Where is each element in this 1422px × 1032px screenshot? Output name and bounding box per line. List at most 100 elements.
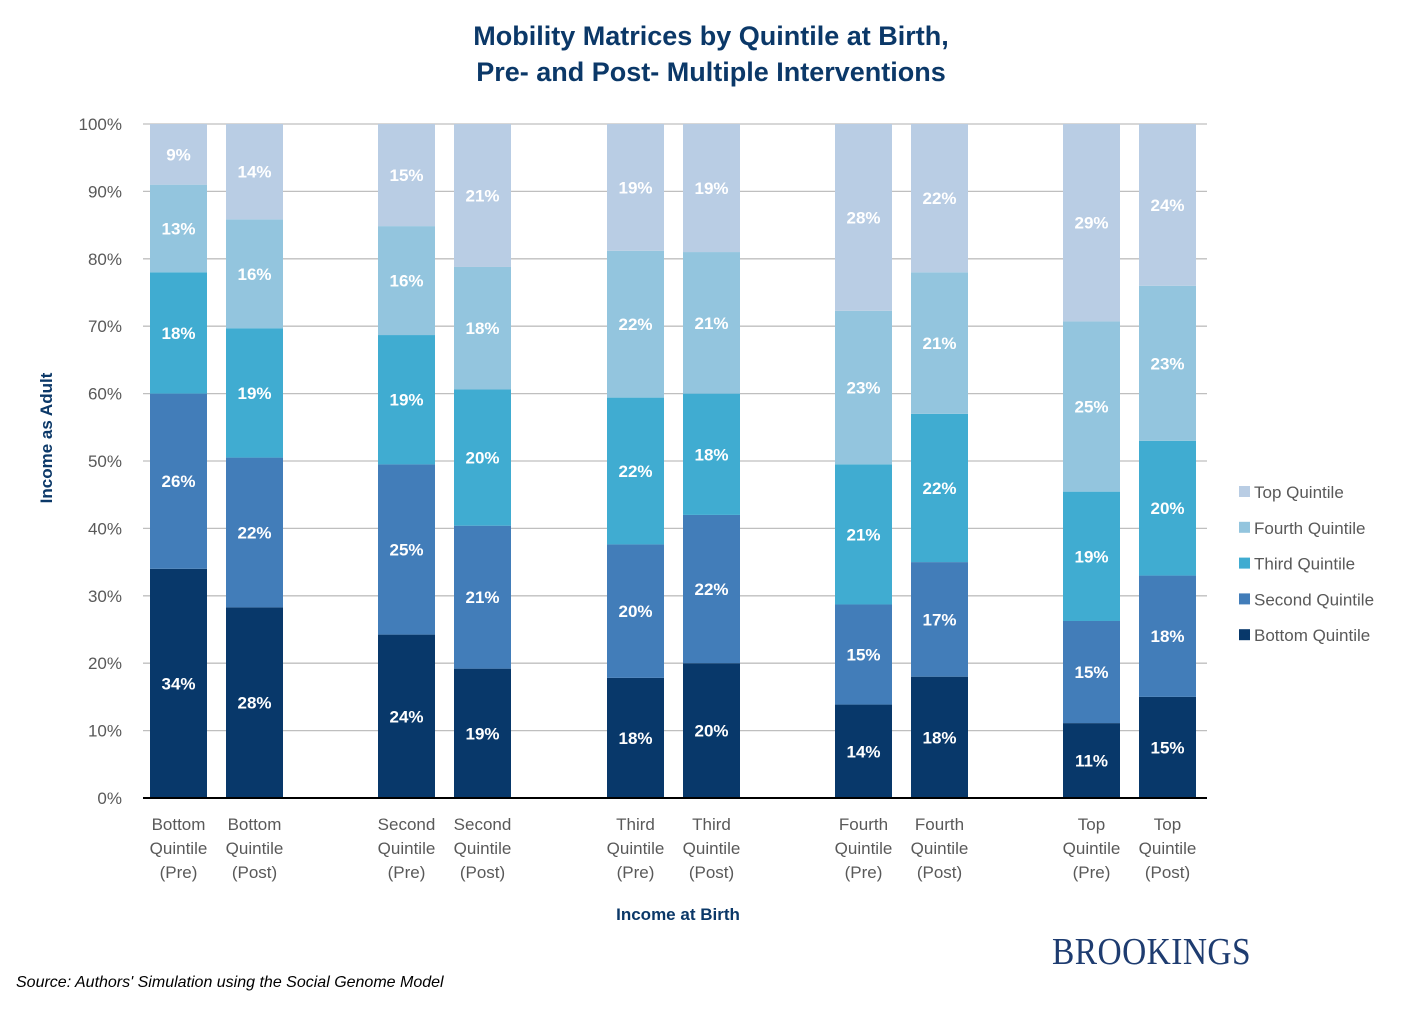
data-label: 21%: [922, 334, 956, 353]
bar-segment-top-quintile: [150, 124, 207, 185]
bar-segment-second-quintile: [835, 604, 892, 705]
data-label: 19%: [694, 179, 728, 198]
bar-segment-bottom-quintile: [378, 634, 435, 798]
bar-segment-second-quintile: [150, 393, 207, 569]
legend-swatch: [1239, 521, 1250, 533]
legend: Top Quintile Fourth Quintile Third Quintil…: [1239, 483, 1374, 645]
data-label: 20%: [1150, 499, 1184, 518]
bar-segment-bottom-quintile: [1063, 723, 1120, 798]
data-label: 15%: [1074, 663, 1108, 682]
data-label: 22%: [618, 315, 652, 334]
data-label: 29%: [1074, 214, 1108, 233]
data-label: 20%: [694, 722, 728, 741]
legend-label: Bottom Quintile: [1254, 626, 1370, 645]
bar-segment-fourth-quintile: [454, 266, 511, 390]
data-label: 18%: [465, 319, 499, 338]
bar-segment-second-quintile: [454, 525, 511, 669]
bar-segment-bottom-quintile: [150, 568, 207, 798]
x-category-label: Bottom Quintile (Post): [226, 815, 284, 882]
legend-item-third-quintile: Third Quintile: [1239, 555, 1355, 574]
data-label: 22%: [618, 462, 652, 481]
bar-segment-top-quintile: [1139, 124, 1196, 286]
bar-segment-bottom-quintile: [1139, 696, 1196, 798]
data-label: 22%: [922, 479, 956, 498]
y-tick-label: 10%: [88, 722, 122, 741]
bar-segment-third-quintile: [683, 393, 740, 515]
legend-item-second-quintile: Second Quintile: [1239, 590, 1374, 609]
data-label: 19%: [389, 391, 423, 410]
bar-segment-second-quintile: [911, 562, 968, 677]
y-tick-label: 20%: [88, 654, 122, 673]
data-label: 26%: [161, 472, 195, 491]
data-label: 14%: [846, 742, 880, 761]
bar-segment-bottom-quintile: [454, 668, 511, 798]
y-tick-label: 100%: [79, 115, 122, 134]
bar-segment-third-quintile: [226, 328, 283, 458]
data-label: 21%: [465, 588, 499, 607]
bar-segment-top-quintile: [378, 124, 435, 227]
data-label: 24%: [389, 707, 423, 726]
x-category-label: Top Quintile (Post): [1139, 815, 1197, 882]
legend-item-fourth-quintile: Fourth Quintile: [1239, 519, 1366, 538]
data-label: 21%: [846, 525, 880, 544]
bar-segment-top-quintile: [607, 124, 664, 251]
legend-label: Third Quintile: [1254, 555, 1355, 574]
data-label: 15%: [389, 166, 423, 185]
legend-label: Second Quintile: [1254, 590, 1374, 609]
bar-segment-fourth-quintile: [683, 252, 740, 394]
bar-segment-bottom-quintile: [226, 607, 283, 798]
bar-segment-top-quintile: [683, 124, 740, 253]
bars: [150, 124, 1196, 798]
bar-segment-third-quintile: [378, 335, 435, 465]
bar-segment-second-quintile: [607, 544, 664, 678]
legend-item-bottom-quintile: Bottom Quintile: [1239, 626, 1370, 645]
bar-segment-third-quintile: [835, 464, 892, 605]
data-label: 18%: [694, 445, 728, 464]
bar-segment-fourth-quintile: [378, 226, 435, 336]
data-label: 16%: [389, 272, 423, 291]
data-label: 24%: [1150, 196, 1184, 215]
y-axis-title: Income as Adult: [37, 372, 56, 503]
data-label: 16%: [237, 265, 271, 284]
legend-swatch: [1239, 486, 1250, 497]
y-tick-label: 40%: [88, 519, 122, 538]
source-note: Source: Authors' Simulation using the So…: [16, 974, 444, 991]
bar-segment-top-quintile: [454, 124, 511, 267]
data-label: 22%: [694, 580, 728, 599]
y-tick-label: 0%: [97, 789, 122, 808]
bar-segment-fourth-quintile: [150, 184, 207, 273]
bar-segment-third-quintile: [911, 413, 968, 563]
data-label: 18%: [1150, 627, 1184, 646]
legend-label: Fourth Quintile: [1254, 519, 1366, 538]
legend-swatch: [1239, 593, 1250, 605]
data-label: 28%: [846, 208, 880, 227]
bar-segment-second-quintile: [226, 457, 283, 608]
y-tick-label: 50%: [88, 452, 122, 471]
bar-segment-second-quintile: [683, 514, 740, 664]
data-label: 25%: [1074, 398, 1108, 417]
bar-segment-top-quintile: [911, 124, 968, 273]
y-tick-label: 80%: [88, 250, 122, 269]
data-label: 15%: [846, 646, 880, 665]
bar-segment-second-quintile: [378, 464, 435, 635]
bar-segment-third-quintile: [1063, 491, 1120, 621]
data-label: 22%: [922, 189, 956, 208]
bar-segment-top-quintile: [835, 124, 892, 311]
data-label: 23%: [846, 379, 880, 398]
bar-segment-third-quintile: [1139, 440, 1196, 576]
x-category-label: Second Quintile (Pre): [378, 815, 436, 882]
data-label: 9%: [166, 145, 191, 164]
data-label: 23%: [1150, 354, 1184, 373]
data-label: 14%: [237, 163, 271, 182]
data-label: 22%: [237, 523, 271, 542]
bar-segment-top-quintile: [226, 124, 283, 220]
data-label: 19%: [1074, 547, 1108, 566]
y-tick-label: 70%: [88, 317, 122, 336]
bar-segment-third-quintile: [454, 389, 511, 526]
bar-segment-fourth-quintile: [1063, 321, 1120, 492]
bar-segment-bottom-quintile: [911, 676, 968, 798]
bar-segment-fourth-quintile: [1139, 285, 1196, 441]
data-label: 21%: [465, 186, 499, 205]
x-category-label: Second Quintile (Post): [454, 815, 512, 882]
